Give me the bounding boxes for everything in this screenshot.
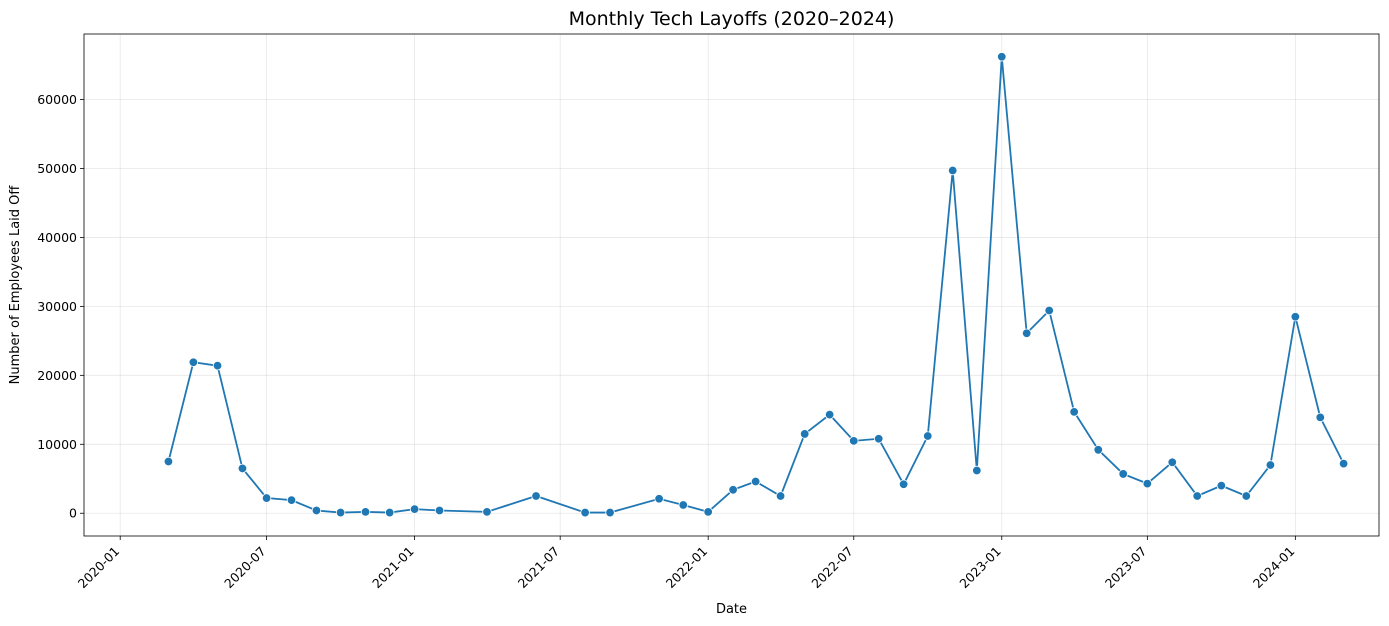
data-point <box>434 505 445 516</box>
data-point <box>482 507 492 517</box>
x-axis-label: Date <box>716 602 747 617</box>
data-point <box>1142 478 1153 489</box>
x-tick-label: 2020-01 <box>75 544 123 592</box>
series-layer <box>163 52 1349 518</box>
data-point <box>580 507 590 518</box>
x-tick-label: 2023-01 <box>956 544 1004 592</box>
data-point <box>1338 458 1349 469</box>
data-point <box>775 491 786 501</box>
data-point <box>1241 491 1251 501</box>
data-point <box>654 494 664 504</box>
y-axis-ticks: 0 10000 20000 30000 40000 50000 60000 <box>37 92 84 521</box>
data-point <box>750 476 761 487</box>
plot-frame <box>83 33 1380 537</box>
y-axis-label: Number of Employees Laid Off <box>8 185 23 385</box>
data-point <box>286 495 297 505</box>
data-point <box>261 493 272 503</box>
grid-lines <box>84 34 1379 536</box>
data-point <box>1167 457 1177 467</box>
y-tick-label: 40000 <box>37 230 77 245</box>
data-point <box>409 504 420 514</box>
data-point <box>799 429 810 439</box>
data-point <box>1290 312 1301 322</box>
data-point <box>531 491 541 501</box>
data-point <box>1216 480 1227 491</box>
chart-title: Monthly Tech Layoffs (2020–2024) <box>569 8 895 30</box>
data-point <box>1192 491 1202 501</box>
data-point <box>873 434 884 444</box>
x-tick-label: 2024-01 <box>1250 544 1298 592</box>
x-axis-ticks: 2020-01 2020-07 2021-01 2021-07 2022-01 2022-… <box>75 536 1298 592</box>
x-tick-label: 2022-07 <box>808 544 856 592</box>
data-point <box>163 456 174 467</box>
x-tick-label: 2021-01 <box>369 544 417 592</box>
data-point <box>947 165 958 176</box>
data-point <box>1044 305 1054 316</box>
data-point <box>237 463 248 474</box>
y-tick-label: 50000 <box>37 161 77 176</box>
x-tick-label: 2021-07 <box>515 544 563 592</box>
data-point <box>824 409 835 420</box>
data-point <box>384 507 395 518</box>
y-tick-label: 0 <box>69 506 77 521</box>
data-point <box>923 431 933 441</box>
data-point <box>678 500 688 510</box>
y-tick-label: 10000 <box>37 437 77 452</box>
data-point <box>1118 469 1128 479</box>
data-point <box>212 360 223 371</box>
data-point <box>1021 328 1032 338</box>
data-point <box>728 485 738 495</box>
x-tick-label: 2022-01 <box>663 544 711 592</box>
y-tick-label: 60000 <box>37 92 77 107</box>
data-point <box>1069 407 1079 417</box>
y-tick-label: 30000 <box>37 299 77 314</box>
data-point <box>1265 460 1276 470</box>
data-point <box>188 357 199 367</box>
data-point <box>335 507 346 518</box>
data-point <box>1315 412 1325 423</box>
x-tick-label: 2020-07 <box>221 544 269 592</box>
data-point <box>605 507 615 518</box>
data-point <box>849 436 859 446</box>
data-point <box>703 507 713 517</box>
data-point <box>997 52 1007 62</box>
data-point <box>972 465 982 476</box>
x-tick-label: 2023-07 <box>1102 544 1150 592</box>
data-point <box>360 507 371 517</box>
data-point <box>898 479 909 489</box>
y-tick-label: 20000 <box>37 368 77 383</box>
data-point <box>311 505 322 516</box>
data-point <box>1093 445 1103 455</box>
